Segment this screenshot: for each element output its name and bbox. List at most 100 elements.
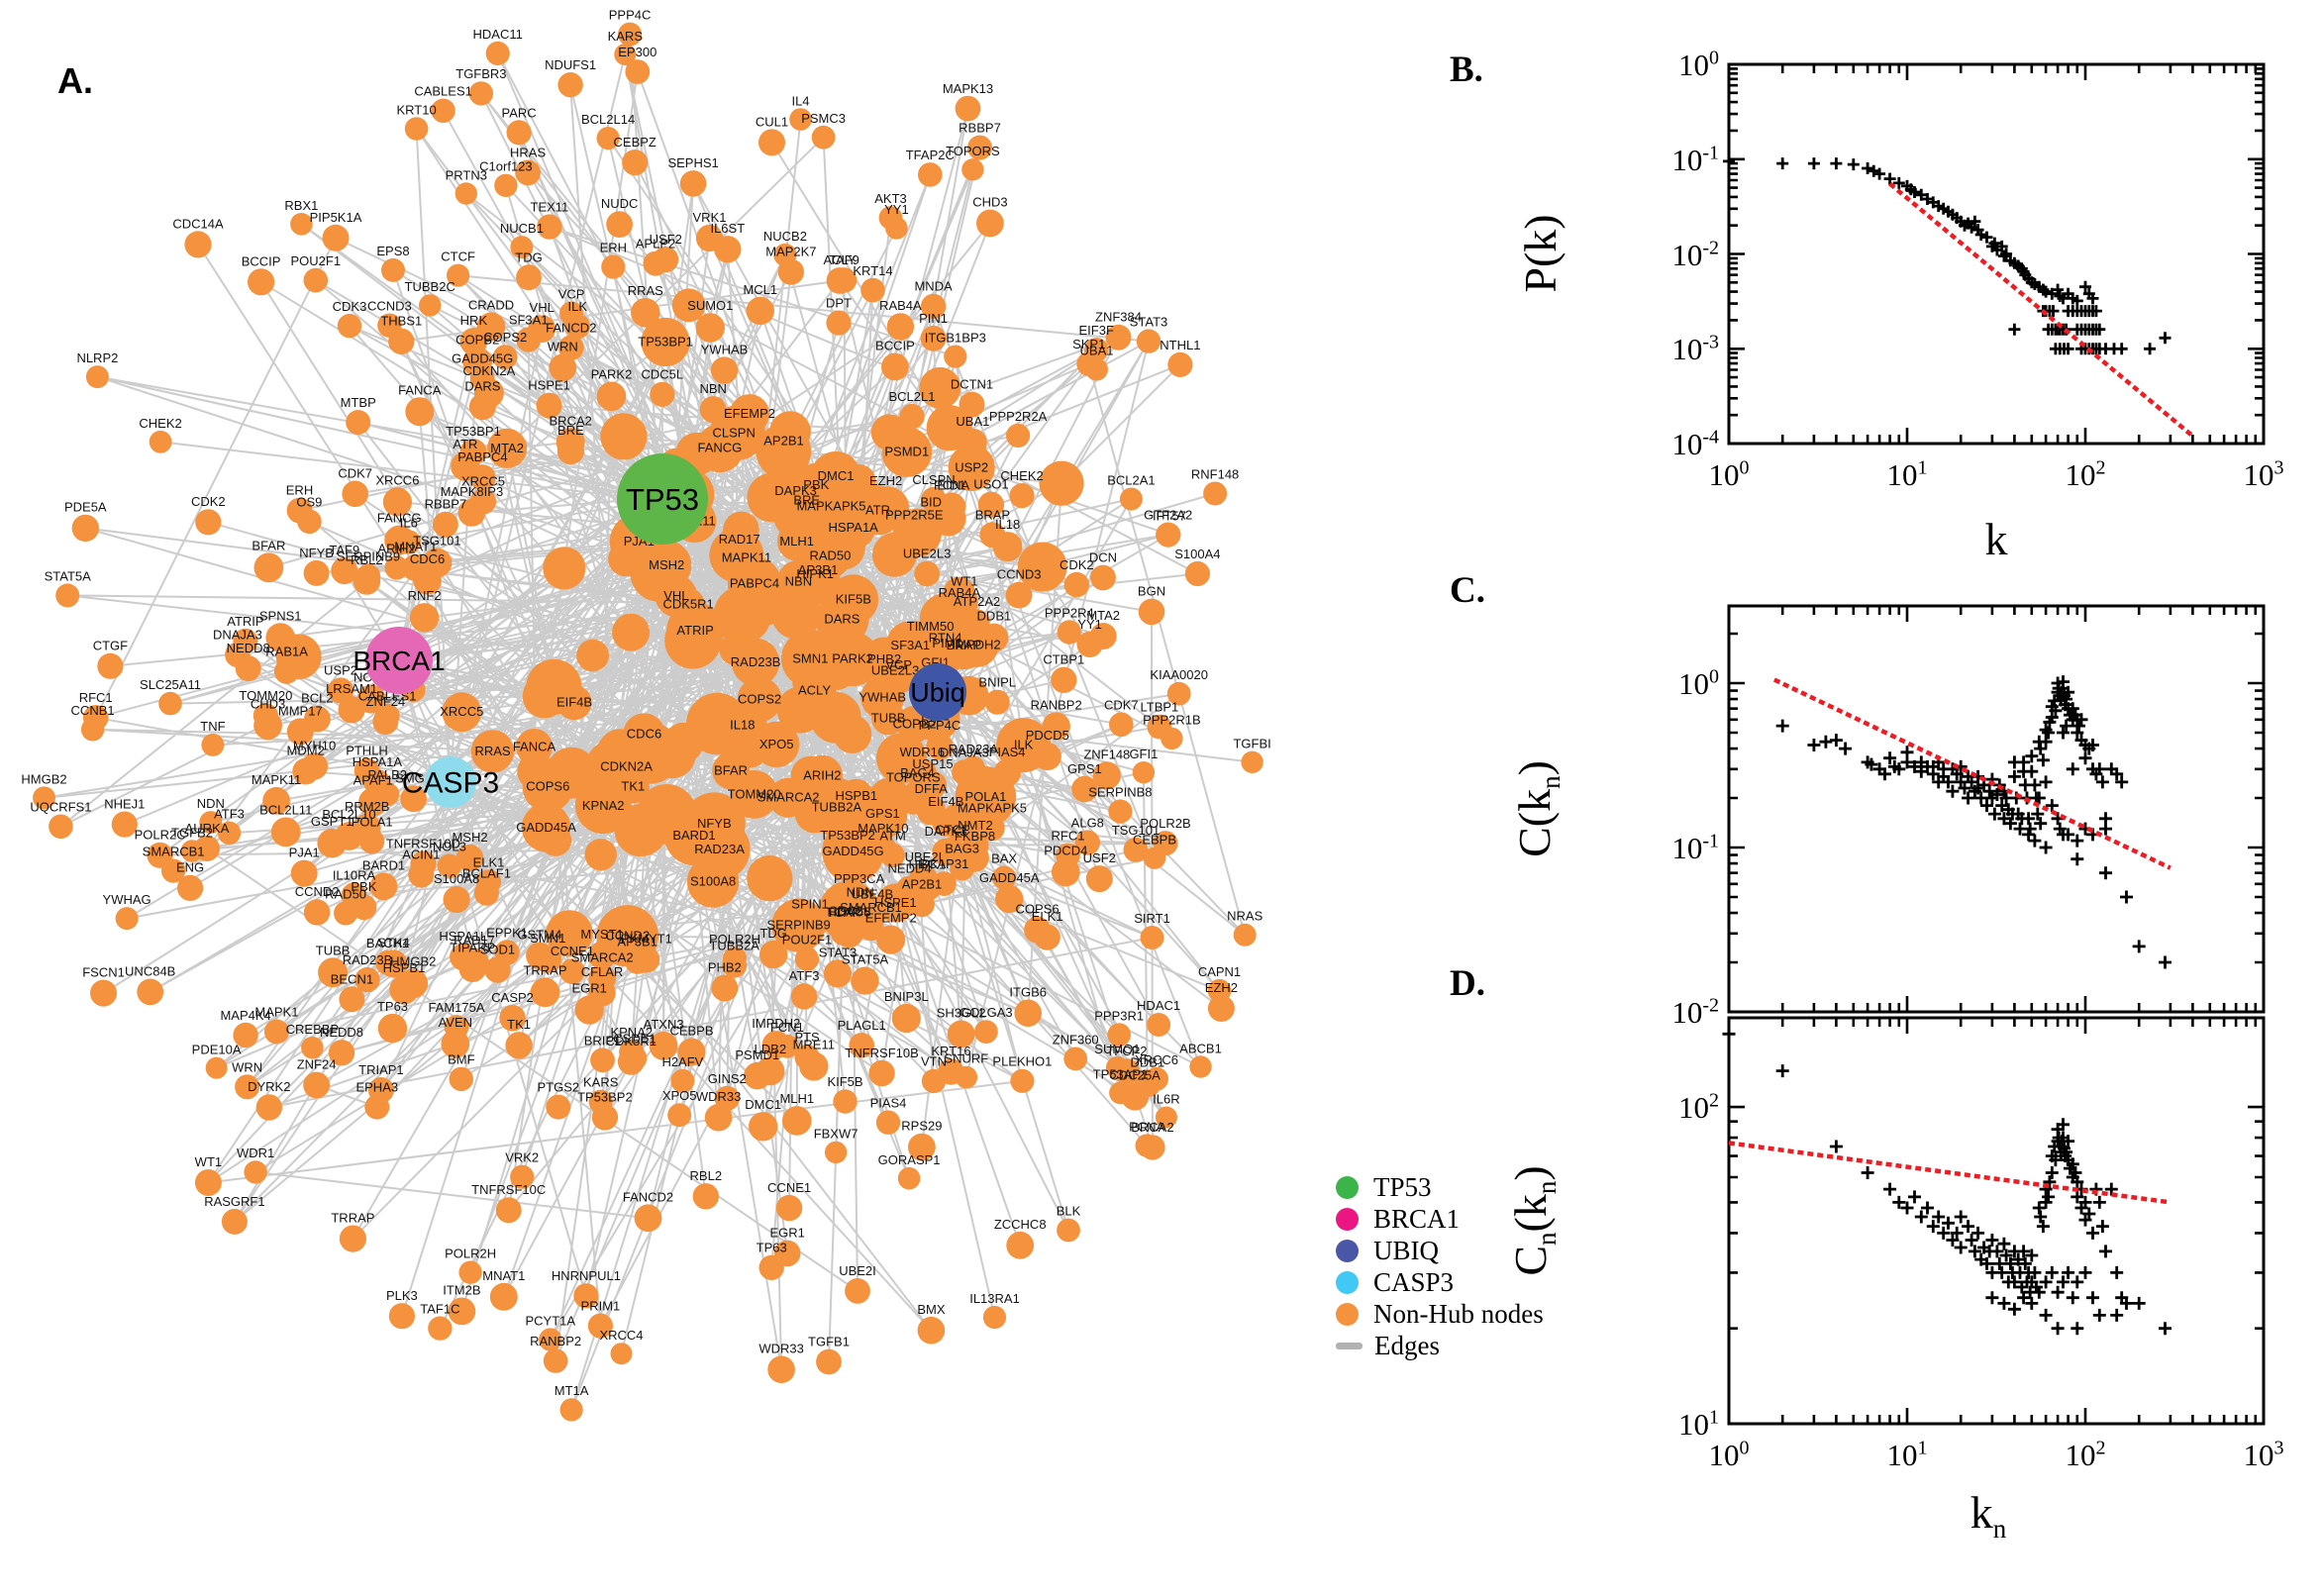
- network-node: [1042, 712, 1070, 741]
- legend-item-ubiq: UBIQ: [1336, 1235, 1544, 1266]
- gene-label: POLR2C: [135, 828, 186, 843]
- gene-label: YWHAG: [103, 892, 152, 907]
- gene-label: TRIAP1: [358, 1062, 404, 1077]
- network-node: [623, 713, 665, 755]
- gene-label: EID1: [937, 478, 965, 493]
- network-node: [727, 556, 782, 611]
- network-node: [428, 1316, 453, 1341]
- network-edge: [457, 274, 1150, 343]
- gene-label: BRCA2: [1131, 1120, 1173, 1135]
- network-node: [382, 487, 412, 517]
- network-node: [1241, 750, 1263, 773]
- edge-swatch-icon: [1336, 1342, 1363, 1349]
- gene-label: AP3B1: [798, 562, 838, 577]
- chart-d-xtick: 100: [1708, 1437, 1750, 1472]
- network-node: [979, 522, 1006, 549]
- network-node: [993, 758, 1021, 787]
- gene-label: PDCD5: [1026, 728, 1069, 743]
- gene-label: TDG: [759, 926, 786, 941]
- network-node: [773, 243, 797, 267]
- network-node: [692, 1183, 719, 1210]
- network-node: [995, 884, 1024, 914]
- network-node: [601, 254, 626, 279]
- gene-label: UQCRFS1: [30, 799, 91, 814]
- network-node: [459, 439, 487, 465]
- gene-label: TNFRSF10B: [845, 1046, 918, 1060]
- gene-label: EFEMP2: [724, 406, 775, 421]
- gene-label: FSCN1: [82, 965, 125, 980]
- network-node: [1136, 329, 1162, 353]
- gene-label: RBL2: [351, 552, 383, 567]
- gene-label: VHL: [663, 588, 688, 603]
- gene-label: BCL2L10: [322, 807, 375, 822]
- gene-label: FANCG: [377, 511, 422, 526]
- network-node: [955, 1065, 978, 1089]
- network-node: [384, 555, 409, 580]
- gene-label: MLH1: [779, 534, 814, 549]
- network-node: [339, 1225, 366, 1252]
- gene-label: HMGB2: [390, 954, 436, 969]
- network-node: [1147, 1013, 1171, 1037]
- gene-label: SMARCB1: [840, 900, 902, 915]
- network-edge: [386, 498, 663, 963]
- network-node: [637, 784, 697, 845]
- gene-label: KARS: [608, 29, 644, 44]
- gene-label: AP2B1: [902, 876, 942, 891]
- network-edge: [352, 805, 605, 1240]
- network-node: [432, 511, 458, 538]
- gene-label: GSPT1: [311, 814, 354, 829]
- network-node: [984, 689, 1010, 715]
- gene-label: TGFBR3: [455, 66, 506, 81]
- network-node: [327, 677, 354, 704]
- gene-label: HSPA1A: [353, 754, 403, 769]
- gene-label: VRK1: [693, 210, 727, 225]
- network-node: [556, 438, 585, 465]
- gene-label: PPP4C: [609, 8, 652, 23]
- gene-label: TOPORS: [946, 144, 1000, 158]
- gene-label: TUBB2A: [812, 799, 862, 814]
- gene-label: YY1: [884, 202, 909, 217]
- brca1-node-icon: [1336, 1207, 1359, 1231]
- gene-label: ELK1: [1032, 909, 1063, 924]
- gene-label: SPNS1: [259, 608, 302, 623]
- gene-label: TDG: [515, 249, 542, 264]
- gene-label: COPS6: [526, 779, 569, 794]
- gene-label: RBL2: [690, 1168, 723, 1183]
- gene-label: VRK2: [505, 1150, 539, 1165]
- gene-label: CSDE1: [613, 1031, 656, 1046]
- legend-label: UBIQ: [1373, 1235, 1439, 1265]
- network-node: [1014, 999, 1042, 1028]
- gene-label: NEDD8: [227, 641, 270, 655]
- network-node: [342, 480, 369, 508]
- network-node: [400, 785, 427, 813]
- gene-label: ZCCHC8: [994, 1217, 1047, 1232]
- gene-label: CHD3: [251, 696, 285, 711]
- gene-label: NRAS: [1227, 909, 1262, 924]
- gene-label: CDK7: [1104, 697, 1139, 712]
- network-node: [1090, 564, 1116, 591]
- gene-label: TAF9: [829, 252, 859, 267]
- gene-label: CLSPN: [912, 472, 955, 487]
- gene-label: CEBPZ: [614, 135, 656, 150]
- network-node: [55, 583, 80, 608]
- network-node: [1105, 1055, 1129, 1079]
- chart-b-xtick: 103: [2243, 456, 2284, 492]
- network-node: [977, 491, 1005, 518]
- network-node: [974, 1020, 998, 1044]
- network-node: [875, 1110, 901, 1135]
- network-node: [526, 942, 554, 969]
- gene-label: SH3GL2: [937, 1006, 986, 1021]
- gene-label: BNIP3L: [884, 989, 929, 1004]
- legend-label: Non-Hub nodes: [1373, 1298, 1544, 1329]
- network-node: [845, 1278, 870, 1304]
- network-node: [823, 959, 853, 988]
- gene-label: PSMD1: [884, 445, 929, 459]
- gene-label: TUBB: [871, 710, 906, 725]
- gene-label: STAT3: [819, 945, 858, 959]
- network-node: [756, 424, 812, 479]
- gene-label: TOMM20: [239, 688, 292, 703]
- network-node: [442, 692, 482, 733]
- network-node: [458, 1260, 482, 1284]
- gene-label: RNF148: [1191, 467, 1239, 482]
- gene-label: PCNA: [934, 478, 969, 493]
